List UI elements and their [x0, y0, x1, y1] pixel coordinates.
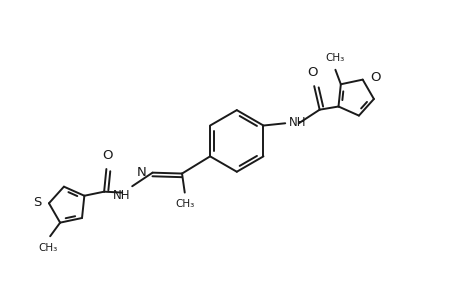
Text: CH₃: CH₃: [39, 243, 58, 253]
Text: O: O: [307, 66, 318, 79]
Text: S: S: [33, 196, 41, 209]
Text: O: O: [369, 71, 380, 84]
Text: CH₃: CH₃: [325, 53, 344, 63]
Text: N: N: [136, 166, 146, 179]
Text: NH: NH: [112, 188, 129, 202]
Text: O: O: [102, 149, 113, 162]
Text: CH₃: CH₃: [175, 199, 194, 209]
Text: NH: NH: [288, 116, 306, 129]
